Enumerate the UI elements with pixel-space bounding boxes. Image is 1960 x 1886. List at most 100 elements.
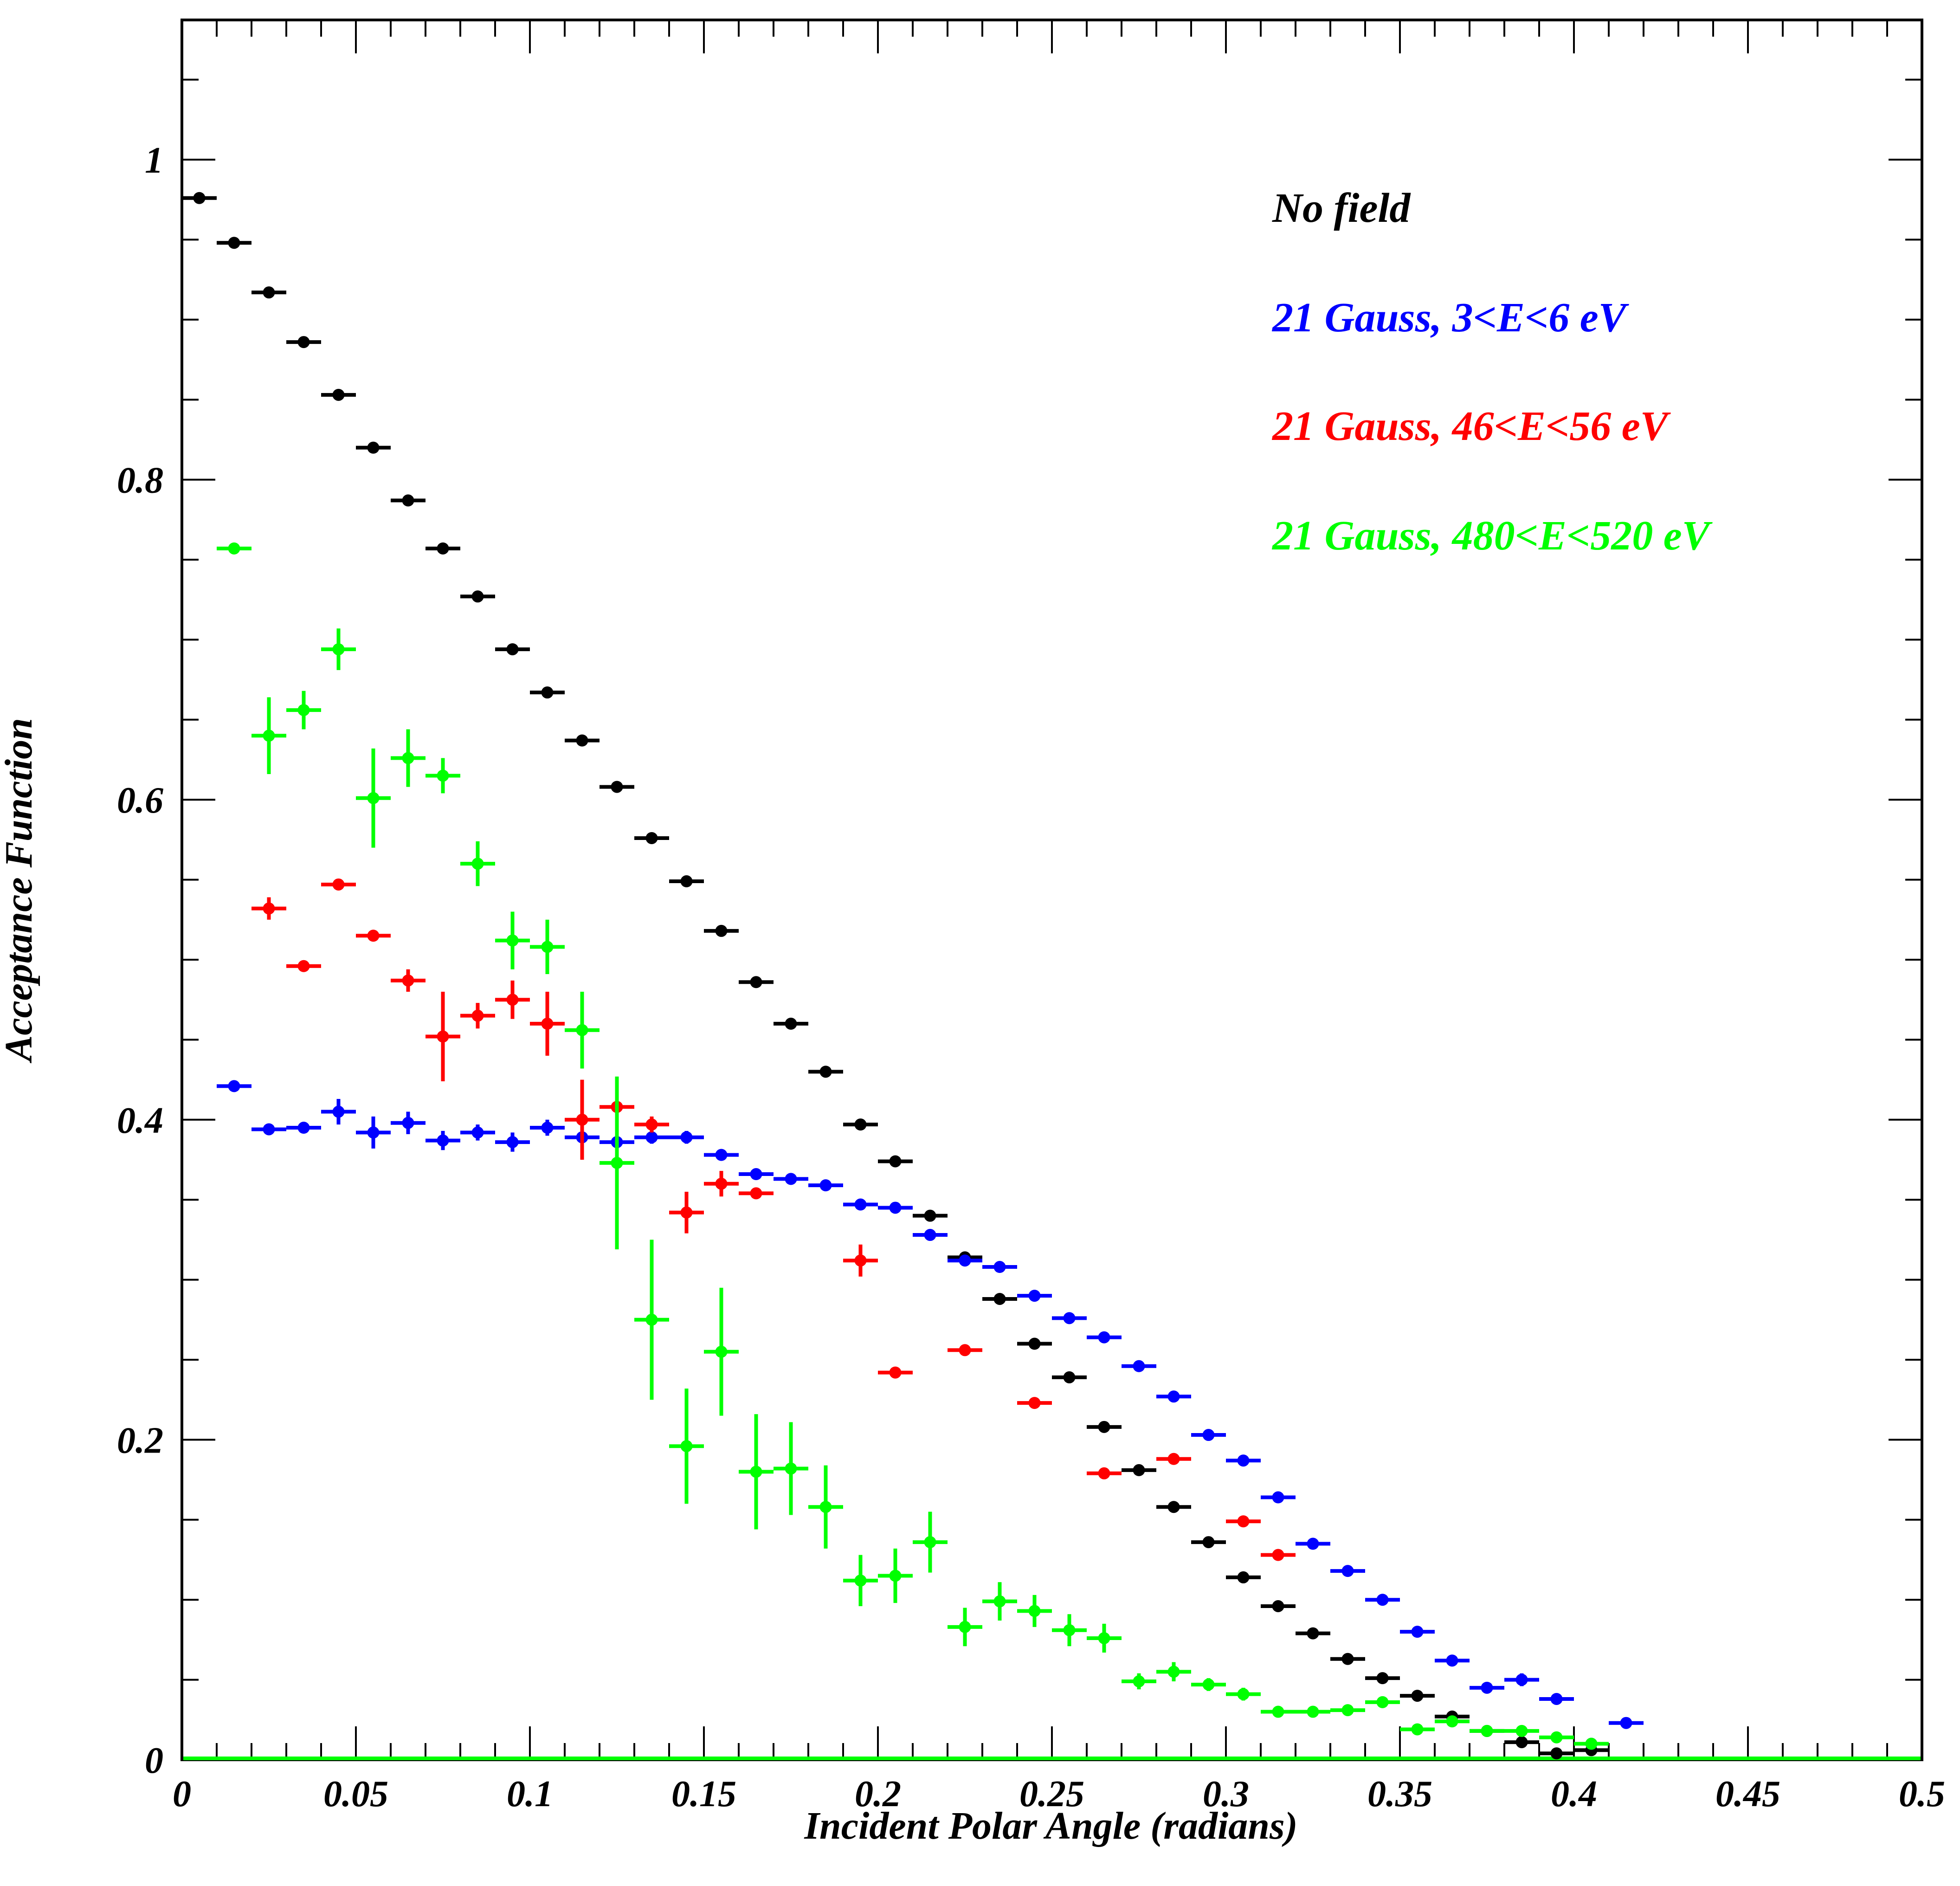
marker: [750, 1187, 762, 1200]
data-point: [843, 1555, 878, 1606]
marker: [263, 730, 275, 742]
marker: [1237, 1571, 1250, 1583]
marker: [297, 960, 310, 972]
data-point: [1330, 1653, 1365, 1665]
marker: [715, 1345, 728, 1358]
data-point: [1435, 1654, 1470, 1667]
x-tick-label: 0.1: [507, 1774, 553, 1815]
marker: [715, 1177, 728, 1190]
data-point: [1191, 1536, 1226, 1549]
marker: [402, 974, 414, 987]
data-point: [1574, 1737, 1609, 1750]
data-point: [286, 1122, 321, 1134]
marker: [1411, 1723, 1424, 1736]
marker: [785, 1173, 797, 1185]
marker: [959, 1621, 971, 1633]
y-tick-label: 1: [145, 140, 163, 181]
data-point: [1017, 1595, 1052, 1627]
data-point: [1504, 1736, 1539, 1749]
data-point: [426, 991, 460, 1082]
marker: [1098, 1331, 1110, 1343]
data-point: [1539, 1747, 1574, 1760]
data-point: [1087, 1623, 1122, 1653]
data-point: [913, 1511, 948, 1573]
legend-entry: No field: [1272, 185, 1411, 231]
data-point: [565, 734, 600, 747]
marker: [471, 1009, 484, 1022]
data-point: [460, 1124, 495, 1141]
marker: [367, 1126, 380, 1139]
marker: [645, 832, 658, 844]
marker: [750, 976, 762, 988]
marker: [1307, 1537, 1319, 1550]
marker: [785, 1462, 797, 1475]
data-point: [495, 643, 530, 656]
marker: [193, 192, 206, 204]
x-tick-label: 0.3: [1203, 1774, 1249, 1815]
data-point: [1330, 1704, 1365, 1717]
marker: [1028, 1290, 1041, 1302]
data-point: [1261, 1600, 1296, 1612]
marker: [680, 1206, 693, 1219]
marker: [1307, 1627, 1319, 1640]
data-point: [1156, 1501, 1191, 1513]
data-point: [774, 1422, 808, 1515]
marker: [367, 441, 380, 454]
legend-entry: 21 Gauss, 480<E<520 eV: [1271, 513, 1713, 559]
data-point: [495, 1132, 530, 1152]
marker: [645, 1313, 658, 1326]
marker: [1098, 1421, 1110, 1433]
marker: [437, 769, 449, 782]
marker: [924, 1536, 936, 1549]
data-point: [286, 960, 321, 972]
y-tick-label: 0.8: [117, 460, 163, 501]
data-point: [1365, 1696, 1400, 1708]
data-point: [1087, 1331, 1122, 1343]
data-point: [878, 1155, 913, 1168]
data-point: [669, 1389, 704, 1504]
data-point: [808, 1179, 843, 1192]
data-point: [1470, 1681, 1504, 1694]
data-point: [217, 1080, 251, 1092]
data-point: [1400, 1723, 1435, 1736]
marker: [924, 1229, 936, 1241]
data-point: [356, 748, 391, 848]
marker: [506, 934, 519, 947]
data-point: [808, 1066, 843, 1078]
data-point: [704, 1287, 739, 1416]
marker: [819, 1501, 832, 1513]
data-point: [669, 1130, 704, 1144]
data-point: [1539, 1692, 1574, 1705]
data-point: [1191, 1678, 1226, 1691]
y-axis-label: Acceptance Function: [0, 718, 40, 1064]
marker: [297, 336, 310, 349]
marker: [924, 1209, 936, 1222]
marker: [889, 1366, 902, 1379]
data-point: [948, 1254, 982, 1267]
data-point: [982, 1582, 1017, 1621]
marker: [1550, 1692, 1563, 1705]
marker: [680, 1440, 693, 1453]
data-point: [217, 542, 251, 555]
marker: [471, 1126, 484, 1139]
marker: [680, 875, 693, 888]
marker: [611, 1156, 623, 1169]
marker: [750, 1168, 762, 1181]
data-point: [704, 1149, 739, 1161]
marker: [1411, 1626, 1424, 1638]
marker: [1098, 1632, 1110, 1644]
marker: [785, 1017, 797, 1030]
data-point: [808, 1465, 843, 1549]
marker: [1376, 1696, 1389, 1708]
x-tick-label: 0.15: [671, 1774, 736, 1815]
data-point: [739, 976, 774, 988]
marker: [576, 734, 588, 747]
data-point: [495, 980, 530, 1019]
data-point: [530, 991, 565, 1056]
data-point: [948, 1608, 982, 1647]
data-point: [565, 991, 600, 1069]
data-point: [321, 1098, 356, 1125]
data-point: [426, 758, 460, 794]
data-point: [739, 1168, 774, 1181]
x-tick-label: 0.35: [1367, 1774, 1432, 1815]
